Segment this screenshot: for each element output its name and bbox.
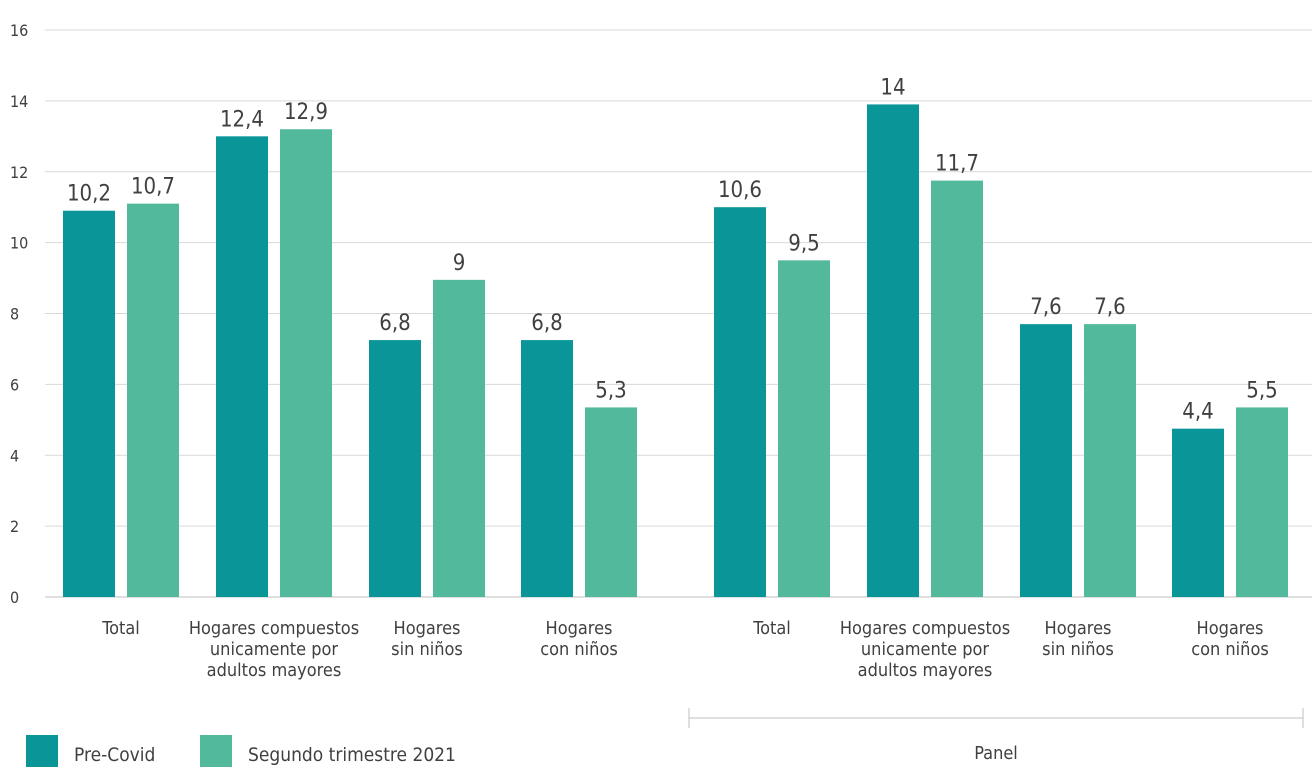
- legend-label: Pre-Covid: [74, 744, 155, 766]
- bar-pre-covid: [216, 136, 268, 597]
- y-tick-label: 0: [10, 588, 19, 607]
- category-label-line: Total: [101, 618, 140, 639]
- category-label-line: unicamente por: [210, 639, 339, 660]
- y-tick-label: 2: [10, 517, 19, 536]
- category-label-line: adultos mayores: [858, 660, 993, 681]
- category-label: Hogares compuestos unicamente por adultos …: [189, 618, 359, 681]
- data-label: 6,8: [531, 311, 562, 336]
- category-label: Hogares sin niños: [391, 618, 463, 660]
- y-tick-label: 8: [10, 305, 19, 324]
- category-label-line: sin niños: [1042, 639, 1114, 660]
- bar-segundo-trimestre: [127, 203, 179, 598]
- bar-segundo-trimestre: [1236, 407, 1288, 597]
- bar-segundo-trimestre: [778, 260, 830, 597]
- category-label-line: Hogares: [1045, 618, 1112, 639]
- data-label: 5,3: [595, 378, 626, 403]
- category-label: Hogares con niños: [540, 618, 618, 660]
- data-label: 6,8: [379, 311, 410, 336]
- category-label-line: Hogares compuestos: [840, 618, 1010, 639]
- category-label-line: Hogares compuestos: [189, 618, 359, 639]
- category-label-line: Hogares: [394, 618, 461, 639]
- data-label: 10,2: [67, 182, 111, 207]
- category-label: Hogares compuestos unicamente por adultos …: [840, 618, 1010, 681]
- panel-label: Panel: [974, 743, 1018, 764]
- category-label: Hogares con niños: [1191, 618, 1269, 660]
- bar-pre-covid: [867, 104, 919, 597]
- legend-label: Segundo trimestre 2021: [248, 744, 456, 766]
- bar-segundo-trimestre: [585, 407, 637, 597]
- y-tick-label: 16: [10, 21, 28, 40]
- bar-pre-covid: [521, 340, 573, 597]
- category-label: Total: [752, 618, 791, 639]
- legend-swatch: [200, 735, 232, 767]
- category-label: Total: [101, 618, 140, 639]
- data-label: 5,5: [1246, 378, 1277, 403]
- y-tick-label: 12: [10, 163, 28, 182]
- data-label: 12,4: [220, 107, 264, 132]
- data-label: 12,9: [284, 100, 328, 125]
- bar-segundo-trimestre: [280, 129, 332, 597]
- legend-swatch: [26, 735, 58, 767]
- data-label: 10,6: [718, 178, 762, 203]
- data-label: 11,7: [935, 152, 979, 177]
- bar-segundo-trimestre: [1084, 324, 1136, 597]
- category-label-line: Total: [752, 618, 791, 639]
- category-label-line: unicamente por: [861, 639, 990, 660]
- data-label: 9,5: [788, 231, 819, 256]
- category-label: Hogares sin niños: [1042, 618, 1114, 660]
- data-label: 10,7: [131, 175, 175, 200]
- data-label: 7,6: [1030, 295, 1061, 320]
- category-label-line: Hogares: [1197, 618, 1264, 639]
- data-label: 9: [453, 251, 466, 276]
- category-label-line: con niños: [1191, 639, 1269, 660]
- category-label-line: Hogares: [546, 618, 613, 639]
- y-tick-label: 14: [10, 92, 28, 111]
- y-tick-label: 4: [10, 446, 19, 465]
- data-label: 14: [880, 75, 905, 100]
- bar-pre-covid: [63, 210, 115, 597]
- data-label: 7,6: [1094, 295, 1125, 320]
- bar-pre-covid: [1172, 428, 1224, 597]
- y-tick-label: 10: [10, 234, 28, 253]
- y-tick-label: 6: [10, 375, 19, 394]
- category-label-line: adultos mayores: [207, 660, 342, 681]
- category-label-line: con niños: [540, 639, 618, 660]
- bar-segundo-trimestre: [931, 180, 983, 597]
- bar-segundo-trimestre: [433, 279, 485, 597]
- bar-pre-covid: [369, 340, 421, 597]
- data-label: 4,4: [1182, 400, 1213, 425]
- bar-pre-covid: [714, 207, 766, 597]
- bar-pre-covid: [1020, 324, 1072, 597]
- category-label-line: sin niños: [391, 639, 463, 660]
